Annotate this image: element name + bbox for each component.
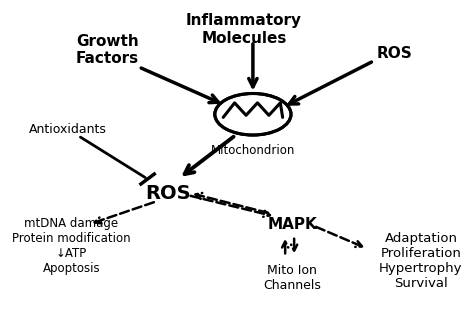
Text: Mito Ion
Channels: Mito Ion Channels bbox=[264, 264, 321, 292]
Text: Antioxidants: Antioxidants bbox=[29, 123, 107, 136]
Text: ROS: ROS bbox=[145, 184, 191, 203]
Text: Mitochondrion: Mitochondrion bbox=[211, 144, 295, 157]
Text: ROS: ROS bbox=[376, 46, 412, 61]
Text: Growth
Factors: Growth Factors bbox=[76, 34, 139, 66]
Text: MAPK: MAPK bbox=[267, 217, 317, 232]
Text: Adaptation
Proliferation
Hypertrophy
Survival: Adaptation Proliferation Hypertrophy Sur… bbox=[379, 232, 463, 290]
Text: mtDNA damage
Protein modification
↓ATP
Apoptosis: mtDNA damage Protein modification ↓ATP A… bbox=[12, 216, 131, 275]
Text: Inflammatory
Molecules: Inflammatory Molecules bbox=[186, 13, 302, 46]
